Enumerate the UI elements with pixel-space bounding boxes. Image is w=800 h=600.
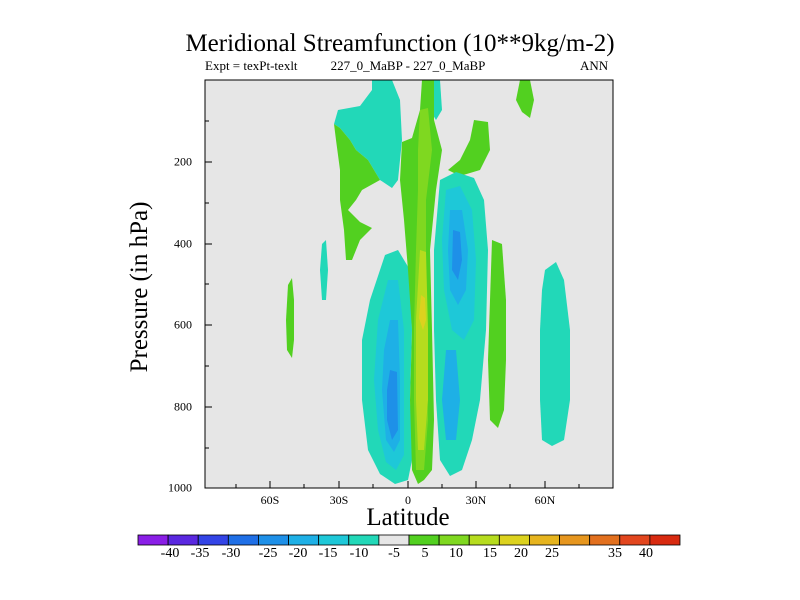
colorbar-swatch <box>498 534 530 546</box>
colorbar-swatch <box>137 534 169 546</box>
colorbar-swatch <box>649 534 681 546</box>
colorbar-swatch <box>468 534 500 546</box>
colorbar-swatch <box>227 534 259 546</box>
colorbar-label: 25 <box>545 546 559 561</box>
colorbar-swatch <box>167 534 199 546</box>
y-tick-label: 400 <box>174 236 192 251</box>
colorbar-swatch <box>348 534 380 546</box>
case-label: 227_0_MaBP - 227_0_MaBP <box>330 58 486 73</box>
colorbar-label: -25 <box>258 546 278 561</box>
x-tick-label: 60S <box>260 493 280 507</box>
y-tick-label: 600 <box>174 317 192 332</box>
colorbar-label: -15 <box>318 546 338 561</box>
x-tick-label: 30N <box>465 493 487 507</box>
contour-fill-5-top-right <box>516 80 534 118</box>
colorbar-swatch <box>378 534 410 546</box>
colorbar-label: 5 <box>421 546 429 561</box>
colorbar-swatch <box>258 534 289 546</box>
colorbar <box>137 534 681 546</box>
y-tick-label: 1000 <box>168 480 192 495</box>
contour-fill-5-mid-right <box>448 120 490 176</box>
contour-fill-5-upper <box>334 124 380 260</box>
contour-fill-neg5-upper <box>334 80 402 188</box>
contour-fill-25-equator <box>419 295 426 330</box>
axis-ticks <box>205 120 580 488</box>
colorbar-label: 35 <box>608 546 622 561</box>
colorbar-swatch <box>529 534 560 546</box>
chart-title: Meridional Streamfunction (10**9kg/m-2) <box>185 30 615 57</box>
colorbar-label: -10 <box>349 546 369 561</box>
x-tick-label: 60N <box>534 493 556 507</box>
colorbar-label: 10 <box>449 546 463 561</box>
colorbar-label: 40 <box>639 546 653 561</box>
contour-fill-neg20-north <box>452 230 462 280</box>
colorbar-label: 15 <box>483 546 497 561</box>
colorbar-swatch <box>318 534 350 546</box>
colorbar-label: -35 <box>190 546 210 561</box>
colorbar-label: -20 <box>288 546 308 561</box>
colorbar-swatch <box>408 534 440 546</box>
colorbar-label: -30 <box>221 546 241 561</box>
experiment-label: Expt = texPt-texlt <box>205 58 298 73</box>
contour-fill-5-outer-north <box>488 240 506 428</box>
colorbar-label: -5 <box>388 546 400 561</box>
colorbar-label: 20 <box>514 546 528 561</box>
contour-fill-neg5-south-strip <box>320 240 328 300</box>
colorbar-swatch <box>438 534 470 546</box>
y-tick-label: 200 <box>174 154 192 169</box>
colorbar-swatch <box>197 534 229 546</box>
colorbar-swatch <box>288 534 320 546</box>
x-axis-label: Latitude <box>366 504 450 531</box>
season-label: ANN <box>580 58 609 73</box>
x-tick-label: 30S <box>329 493 349 507</box>
colorbar-swatch <box>619 534 651 546</box>
colorbar-label: -40 <box>160 546 180 561</box>
contour-fill-neg20-south <box>387 370 398 440</box>
colorbar-swatch <box>559 534 591 546</box>
contour-fill-5-south-midlat <box>286 278 294 358</box>
contour-fill-neg15-north-lower <box>442 350 460 440</box>
x-tick-label: 0 <box>405 493 411 507</box>
colorbar-swatch <box>589 534 621 546</box>
y-tick-label: 800 <box>174 399 192 414</box>
contour-fill-neg5-polar <box>540 262 570 446</box>
